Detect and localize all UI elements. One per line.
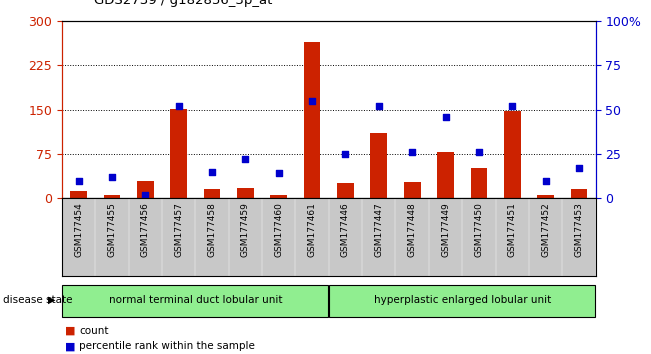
Point bbox=[307, 98, 317, 104]
Point bbox=[140, 192, 150, 198]
Text: disease state: disease state bbox=[3, 295, 73, 305]
Text: hyperplastic enlarged lobular unit: hyperplastic enlarged lobular unit bbox=[374, 295, 551, 305]
Bar bbox=[137, 181, 154, 198]
Bar bbox=[270, 195, 287, 198]
Text: GSM177457: GSM177457 bbox=[174, 202, 183, 257]
Point bbox=[340, 151, 351, 157]
Text: GSM177455: GSM177455 bbox=[107, 202, 117, 257]
Text: GSM177451: GSM177451 bbox=[508, 202, 517, 257]
Point bbox=[107, 174, 117, 180]
Text: GDS2739 / g182856_3p_at: GDS2739 / g182856_3p_at bbox=[94, 0, 273, 7]
Bar bbox=[404, 182, 421, 198]
Text: GSM177456: GSM177456 bbox=[141, 202, 150, 257]
Bar bbox=[370, 133, 387, 198]
Point bbox=[540, 178, 551, 183]
Text: GSM177460: GSM177460 bbox=[274, 202, 283, 257]
Point bbox=[407, 149, 417, 155]
Bar bbox=[204, 189, 220, 198]
Text: GSM177446: GSM177446 bbox=[341, 202, 350, 257]
Point bbox=[474, 149, 484, 155]
Bar bbox=[537, 195, 554, 198]
Point bbox=[173, 103, 184, 109]
Text: GSM177447: GSM177447 bbox=[374, 202, 383, 257]
Text: ▶: ▶ bbox=[48, 295, 55, 305]
Text: ■: ■ bbox=[65, 326, 76, 336]
Point bbox=[440, 114, 450, 120]
Text: GSM177459: GSM177459 bbox=[241, 202, 250, 257]
Point bbox=[507, 103, 518, 109]
Text: count: count bbox=[79, 326, 109, 336]
Bar bbox=[471, 167, 487, 198]
Text: GSM177454: GSM177454 bbox=[74, 202, 83, 257]
Text: GSM177448: GSM177448 bbox=[408, 202, 417, 257]
Text: GSM177449: GSM177449 bbox=[441, 202, 450, 257]
Text: normal terminal duct lobular unit: normal terminal duct lobular unit bbox=[109, 295, 282, 305]
Point bbox=[240, 156, 251, 162]
Bar bbox=[70, 191, 87, 198]
Bar bbox=[571, 189, 587, 198]
Point bbox=[374, 103, 384, 109]
Text: GSM177458: GSM177458 bbox=[208, 202, 217, 257]
Bar bbox=[171, 109, 187, 198]
Point bbox=[574, 165, 584, 171]
Point bbox=[207, 169, 217, 175]
Bar bbox=[329, 285, 595, 317]
Bar bbox=[62, 285, 328, 317]
Text: ■: ■ bbox=[65, 341, 76, 351]
Text: GSM177461: GSM177461 bbox=[307, 202, 316, 257]
Bar bbox=[437, 152, 454, 198]
Bar bbox=[304, 42, 320, 198]
Point bbox=[74, 178, 84, 183]
Text: GSM177453: GSM177453 bbox=[574, 202, 583, 257]
Bar bbox=[337, 183, 353, 198]
Text: GSM177452: GSM177452 bbox=[541, 202, 550, 257]
Bar bbox=[504, 111, 521, 198]
Point bbox=[273, 171, 284, 176]
Text: GSM177450: GSM177450 bbox=[475, 202, 484, 257]
Bar bbox=[104, 195, 120, 198]
Text: percentile rank within the sample: percentile rank within the sample bbox=[79, 341, 255, 351]
Bar bbox=[237, 188, 254, 198]
